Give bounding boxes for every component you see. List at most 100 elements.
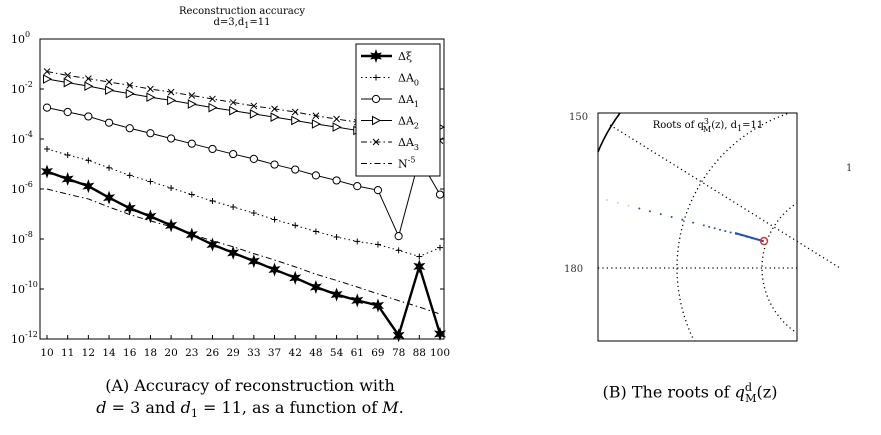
- root-point: [713, 227, 716, 230]
- polar-label-150: 150: [569, 112, 588, 123]
- y-axis: 100 10-2 10-4 10-6 10-8 10-10 10-12: [11, 30, 444, 346]
- series-group: [40, 68, 447, 343]
- roots-chart: Roots of q3 M(z), d1=11 150 180 1: [564, 112, 852, 342]
- data-point: [392, 328, 405, 343]
- roots-plot-area: [597, 112, 798, 342]
- caption-b: (B) The roots of qdM(z): [602, 381, 778, 405]
- x-tick-label: 69: [371, 347, 384, 359]
- root-point: [659, 213, 662, 216]
- series-0: [40, 164, 447, 343]
- data-point: [85, 75, 92, 82]
- legend-box: [355, 43, 441, 177]
- data-point: [354, 238, 361, 245]
- y-tick-label: 100: [11, 30, 30, 46]
- data-point: [268, 262, 281, 277]
- root-point: [751, 237, 754, 240]
- roots-points: [606, 199, 769, 246]
- data-point: [63, 77, 73, 88]
- data-point: [44, 145, 50, 152]
- data-point: [369, 48, 383, 64]
- data-point: [43, 68, 51, 75]
- x-tick-label: 12: [82, 347, 95, 359]
- x-tick-label: 42: [289, 347, 302, 359]
- data-point: [271, 216, 278, 223]
- roots-cluster: [734, 232, 764, 242]
- legend-label: ΔA1: [398, 93, 419, 109]
- data-point: [372, 138, 380, 146]
- data-point: [125, 88, 135, 99]
- data-point: [146, 92, 156, 103]
- data-point: [373, 186, 383, 195]
- y-tick-label: 10-12: [11, 330, 38, 346]
- data-point: [372, 115, 382, 126]
- data-point: [82, 179, 95, 194]
- data-point: [40, 164, 54, 179]
- root-point: [616, 201, 619, 204]
- data-point: [105, 78, 113, 86]
- x-tick-label: 23: [185, 347, 198, 359]
- data-point: [64, 151, 71, 158]
- data-point: [42, 103, 52, 112]
- data-point: [309, 280, 322, 295]
- x-tick-label: 88: [413, 347, 426, 359]
- data-point: [291, 108, 299, 116]
- x-tick-label: 10: [40, 347, 53, 359]
- root-point: [735, 232, 738, 235]
- series-5: [46, 188, 441, 315]
- data-point: [104, 118, 114, 127]
- x-tick-label: 33: [247, 347, 260, 359]
- data-point: [146, 129, 155, 138]
- data-point: [330, 287, 343, 302]
- legend: Δξ ΔA0 ΔA1 ΔA2 ΔA3 N-5: [355, 43, 441, 177]
- x-tick-label: 29: [226, 347, 239, 359]
- data-point: [333, 115, 340, 123]
- root-point: [681, 218, 684, 221]
- data-point: [433, 326, 447, 341]
- data-point: [250, 209, 257, 216]
- root-point: [719, 228, 721, 231]
- legend-label: Δξ: [398, 50, 412, 63]
- y-tick-label: 10-2: [11, 80, 33, 96]
- data-point: [394, 232, 403, 241]
- series-line: [46, 71, 441, 142]
- data-point: [371, 298, 385, 313]
- root-point: [740, 234, 743, 237]
- data-point: [351, 293, 364, 308]
- data-point: [289, 270, 302, 285]
- root-point: [649, 210, 651, 213]
- root-point: [702, 224, 705, 227]
- polar-circle: [761, 202, 797, 334]
- x-tick-label: 61: [351, 347, 364, 359]
- x-tick-label: 78: [392, 347, 405, 359]
- data-point: [227, 245, 240, 260]
- data-point: [84, 112, 93, 121]
- root-point: [729, 231, 732, 234]
- data-point: [371, 94, 381, 104]
- target-root-marker: [759, 236, 769, 246]
- x-tick-label: 11: [61, 347, 74, 359]
- y-tick-label: 10-4: [11, 130, 33, 146]
- data-point: [63, 107, 72, 117]
- data-point: [61, 172, 74, 187]
- x-tick-label: 100: [430, 347, 450, 359]
- data-point: [105, 85, 115, 95]
- data-point: [208, 102, 218, 113]
- roots-chart-title: Roots of q3 M(z), d1=11: [653, 117, 764, 134]
- x-tick-label: 48: [309, 347, 322, 359]
- data-point: [353, 182, 362, 191]
- data-point: [413, 259, 426, 274]
- data-point: [147, 85, 154, 93]
- data-point: [123, 201, 136, 216]
- data-point: [249, 154, 258, 163]
- data-point: [106, 164, 113, 171]
- chart-title: Reconstruction accuracy: [179, 6, 305, 17]
- data-point: [437, 244, 443, 251]
- x-tick-label: 16: [123, 347, 137, 359]
- data-point: [206, 237, 219, 252]
- legend-label: ΔA3: [398, 136, 419, 152]
- data-point: [395, 247, 402, 254]
- data-point: [374, 241, 381, 248]
- y-tick-label: 10-10: [11, 280, 38, 296]
- data-point: [126, 81, 134, 89]
